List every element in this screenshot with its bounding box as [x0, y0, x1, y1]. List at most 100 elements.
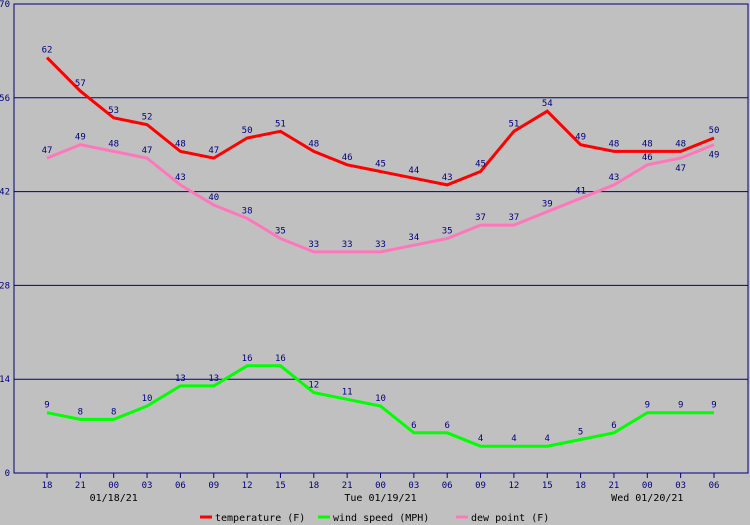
- data-label: 4: [545, 434, 550, 444]
- data-label: 52: [142, 113, 153, 123]
- data-label: 6: [444, 421, 449, 431]
- data-label: 13: [208, 374, 219, 384]
- data-label: 35: [442, 227, 453, 237]
- data-label: 43: [609, 173, 620, 183]
- data-label: 51: [275, 119, 286, 129]
- x-tick-label: 21: [342, 481, 353, 491]
- data-label: 35: [275, 227, 286, 237]
- data-label: 37: [475, 213, 486, 223]
- data-label: 9: [711, 401, 716, 411]
- x-tick-label: 15: [275, 481, 286, 491]
- data-label: 33: [342, 240, 353, 250]
- x-tick-label: 21: [75, 481, 86, 491]
- data-label: 39: [542, 200, 553, 210]
- x-tick-label: 12: [508, 481, 519, 491]
- x-tick-label: 03: [142, 481, 153, 491]
- legend-label: dew point (F): [471, 513, 549, 524]
- data-label: 57: [75, 79, 86, 89]
- data-label: 46: [642, 153, 653, 163]
- data-label: 8: [78, 407, 83, 417]
- x-tick-label: 06: [709, 481, 720, 491]
- data-label: 50: [242, 126, 253, 136]
- y-tick-label: 56: [0, 94, 10, 104]
- data-label: 5: [578, 428, 583, 438]
- data-label: 54: [542, 99, 553, 109]
- x-tick-label: 03: [675, 481, 686, 491]
- series-line-2: [46, 143, 715, 254]
- data-label: 43: [175, 173, 186, 183]
- x-tick-label: 18: [575, 481, 586, 491]
- x-tick-label: 00: [375, 481, 386, 491]
- data-label: 10: [375, 394, 386, 404]
- data-label: 45: [375, 160, 386, 170]
- data-label: 37: [508, 213, 519, 223]
- data-label: 38: [242, 206, 253, 216]
- data-label: 16: [275, 354, 286, 364]
- data-label: 9: [44, 401, 49, 411]
- x-tick-label: 12: [242, 481, 253, 491]
- data-label: 46: [342, 153, 353, 163]
- data-label: 48: [675, 139, 686, 149]
- legend-label: wind speed (MPH): [333, 513, 429, 524]
- data-label: 49: [709, 151, 720, 161]
- x-tick-label: 09: [208, 481, 219, 491]
- data-label: 12: [308, 381, 319, 391]
- y-tick-label: 70: [0, 0, 10, 10]
- y-tick-label: 0: [5, 469, 10, 479]
- data-label: 6: [611, 421, 616, 431]
- data-label: 49: [75, 133, 86, 143]
- date-label: Wed 01/20/21: [611, 493, 683, 504]
- series-line-1: [46, 364, 714, 448]
- series-line-0: [45, 56, 715, 187]
- data-label: 40: [208, 193, 219, 203]
- data-label: 41: [575, 186, 586, 196]
- x-tick-label: 06: [442, 481, 453, 491]
- y-tick-label: 14: [0, 375, 10, 385]
- data-label: 47: [675, 164, 686, 174]
- data-label: 13: [175, 374, 186, 384]
- x-tick-label: 18: [308, 481, 319, 491]
- data-label: 48: [642, 139, 653, 149]
- data-label: 16: [242, 354, 253, 364]
- data-label: 48: [609, 139, 620, 149]
- data-label: 43: [442, 173, 453, 183]
- data-label: 47: [42, 146, 53, 156]
- y-tick-label: 42: [0, 188, 10, 198]
- x-tick-label: 18: [42, 481, 53, 491]
- data-label: 47: [142, 146, 153, 156]
- data-label: 51: [508, 119, 519, 129]
- data-label: 11: [342, 387, 353, 397]
- data-label: 4: [511, 434, 516, 444]
- x-tick-label: 03: [408, 481, 419, 491]
- data-label: 50: [709, 126, 720, 136]
- data-label: 6: [411, 421, 416, 431]
- x-tick-label: 00: [108, 481, 119, 491]
- data-label: 49: [575, 133, 586, 143]
- date-label: Tue 01/19/21: [344, 493, 416, 504]
- x-tick-label: 09: [475, 481, 486, 491]
- data-label: 9: [678, 401, 683, 411]
- data-label: 34: [408, 233, 419, 243]
- data-label: 47: [208, 146, 219, 156]
- x-tick-label: 21: [609, 481, 620, 491]
- date-label: 01/18/21: [90, 493, 138, 504]
- data-label: 9: [645, 401, 650, 411]
- data-label: 45: [475, 160, 486, 170]
- x-tick-label: 15: [542, 481, 553, 491]
- y-tick-label: 28: [0, 281, 10, 291]
- data-label: 62: [42, 46, 53, 56]
- data-label: 44: [408, 166, 419, 176]
- x-tick-label: 00: [642, 481, 653, 491]
- data-label: 4: [478, 434, 483, 444]
- legend-label: temperature (F): [215, 513, 305, 524]
- data-label: 48: [308, 139, 319, 149]
- data-label: 8: [111, 407, 116, 417]
- data-label: 33: [308, 240, 319, 250]
- data-label: 53: [108, 106, 119, 116]
- x-tick-label: 06: [175, 481, 186, 491]
- data-label: 48: [175, 139, 186, 149]
- data-label: 10: [142, 394, 153, 404]
- data-label: 33: [375, 240, 386, 250]
- data-label: 48: [108, 139, 119, 149]
